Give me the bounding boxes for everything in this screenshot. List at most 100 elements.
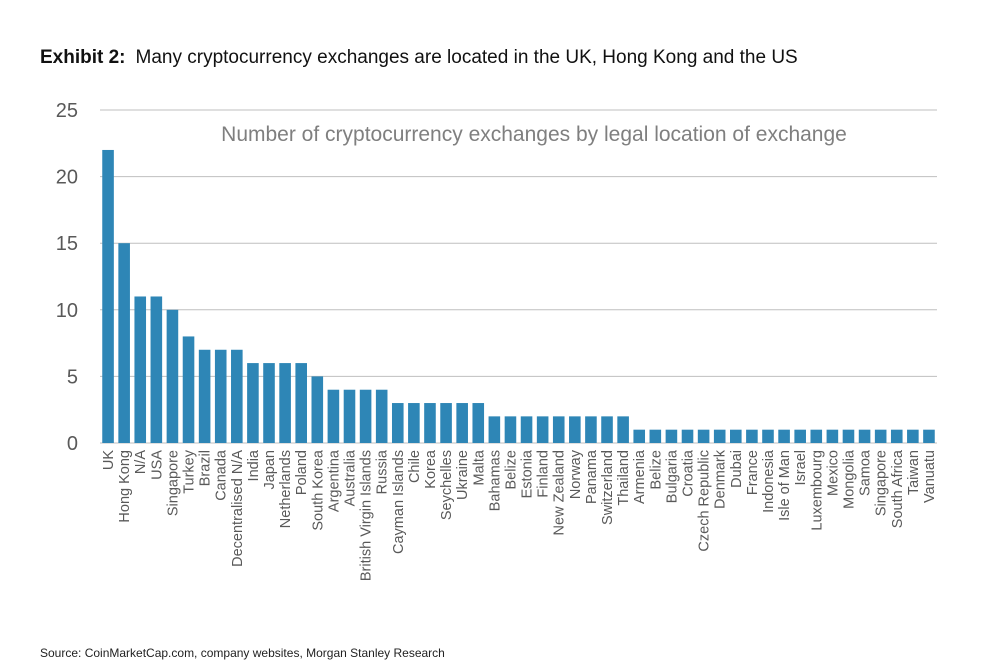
bar: [134, 296, 147, 443]
x-tick-label: Armenia: [632, 449, 648, 504]
bar: [456, 403, 468, 443]
bar: [359, 389, 372, 443]
x-tick-label: Turkey: [182, 449, 198, 494]
x-tick-label: Japan: [262, 450, 278, 490]
bar: [182, 336, 195, 443]
y-tick-label: 20: [56, 167, 78, 189]
x-tick-label: Mongolia: [841, 449, 857, 509]
x-tick-label: Belize: [503, 450, 519, 490]
x-tick-label: UK: [101, 450, 117, 470]
bar: [440, 403, 452, 443]
x-tick-label: Russia: [375, 449, 391, 494]
bar: [649, 429, 662, 443]
exhibit-title: Exhibit 2: Many cryptocurrency exchanges …: [40, 47, 798, 69]
x-tick-label: Ukraine: [455, 450, 471, 500]
y-axis: 0 5 10 15 20 25: [56, 100, 78, 455]
bar: [730, 429, 742, 443]
bar: [231, 349, 243, 443]
bar: [874, 429, 887, 443]
bar: [601, 416, 613, 443]
bar: [923, 429, 935, 443]
bar: [552, 416, 565, 443]
x-tick-label: New Zealand: [552, 450, 568, 535]
x-tick-label: France: [745, 450, 761, 495]
x-tick-label: Norway: [568, 449, 584, 499]
x-tick-label: Finland: [536, 450, 552, 498]
bar: [746, 429, 758, 443]
x-axis: UK Hong Kong N/A USA Singapore Turkey Brazil Ca…: [101, 449, 938, 581]
bar: [890, 429, 903, 443]
bar: [343, 389, 356, 443]
chart-title: Number of cryptocurrency exchanges by le…: [221, 123, 847, 146]
bar: [858, 429, 871, 443]
x-tick-label: Netherlands: [278, 450, 294, 528]
bar: [713, 429, 726, 443]
x-tick-label: Israel: [793, 450, 809, 485]
bar: [842, 429, 855, 443]
x-tick-label: South Africa: [890, 449, 906, 528]
bar: [520, 416, 533, 443]
bar: [263, 363, 275, 443]
bar: [311, 376, 324, 443]
source-note: Source: CoinMarketCap.com, company websi…: [40, 646, 445, 660]
y-tick-label: 25: [56, 100, 78, 122]
bar: [198, 349, 211, 443]
x-tick-label: Panama: [584, 449, 600, 504]
x-tick-label: Denmark: [713, 449, 729, 509]
bar: [569, 416, 581, 443]
x-tick-label: Australia: [342, 449, 358, 506]
bar: [536, 416, 549, 443]
bar: [472, 403, 485, 443]
x-tick-label: Singapore: [874, 450, 890, 516]
bars: [102, 149, 935, 443]
bar: [327, 389, 340, 443]
bar: [762, 429, 774, 443]
x-tick-label: Czech Republic: [697, 450, 713, 552]
y-tick-label: 15: [56, 233, 78, 255]
bar: [247, 363, 259, 443]
x-tick-label: Isle of Man: [777, 450, 793, 521]
bar: [375, 389, 388, 443]
bar: [504, 416, 517, 443]
x-tick-label: Korea: [423, 449, 439, 489]
bar: [279, 363, 291, 443]
bar: [295, 363, 307, 443]
x-tick-label: South Korea: [310, 449, 326, 531]
x-tick-label: Canada: [214, 449, 230, 501]
x-tick-label: Luxembourg: [809, 450, 825, 531]
x-tick-label: Decentralised N/A: [230, 450, 246, 567]
x-tick-label: Estonia: [520, 449, 536, 498]
bar: [617, 416, 629, 443]
x-tick-label: India: [246, 449, 262, 481]
x-tick-label: Chile: [407, 450, 423, 483]
bar: [907, 429, 919, 443]
x-tick-label: Cayman Islands: [391, 450, 407, 554]
x-tick-label: Vanuatu: [922, 450, 938, 503]
x-tick-label: Bahamas: [487, 450, 503, 511]
x-tick-label: Mexico: [825, 450, 841, 496]
bar: [681, 429, 694, 443]
x-tick-label: Poland: [294, 450, 310, 495]
bar: [391, 403, 404, 443]
x-tick-label: USA: [149, 450, 165, 480]
y-tick-label: 5: [67, 366, 78, 388]
bar: [633, 429, 646, 443]
bar: [665, 429, 678, 443]
x-tick-label: Croatia: [681, 449, 697, 497]
x-tick-label: Indonesia: [761, 449, 777, 513]
bar: [214, 349, 227, 443]
bar: [166, 309, 179, 443]
x-tick-label: Brazil: [198, 450, 214, 486]
exhibit-title-text: Many cryptocurrency exchanges are locate…: [135, 47, 798, 68]
x-tick-label: Dubai: [729, 450, 745, 488]
bar: [794, 429, 806, 443]
bar: [697, 429, 710, 443]
x-tick-label: Argentina: [326, 449, 342, 512]
bar: [826, 429, 839, 443]
bar: [810, 429, 823, 443]
bar: [118, 243, 130, 443]
y-tick-label: 0: [67, 433, 78, 455]
x-tick-label: Hong Kong: [117, 450, 133, 523]
bar: [408, 403, 420, 443]
